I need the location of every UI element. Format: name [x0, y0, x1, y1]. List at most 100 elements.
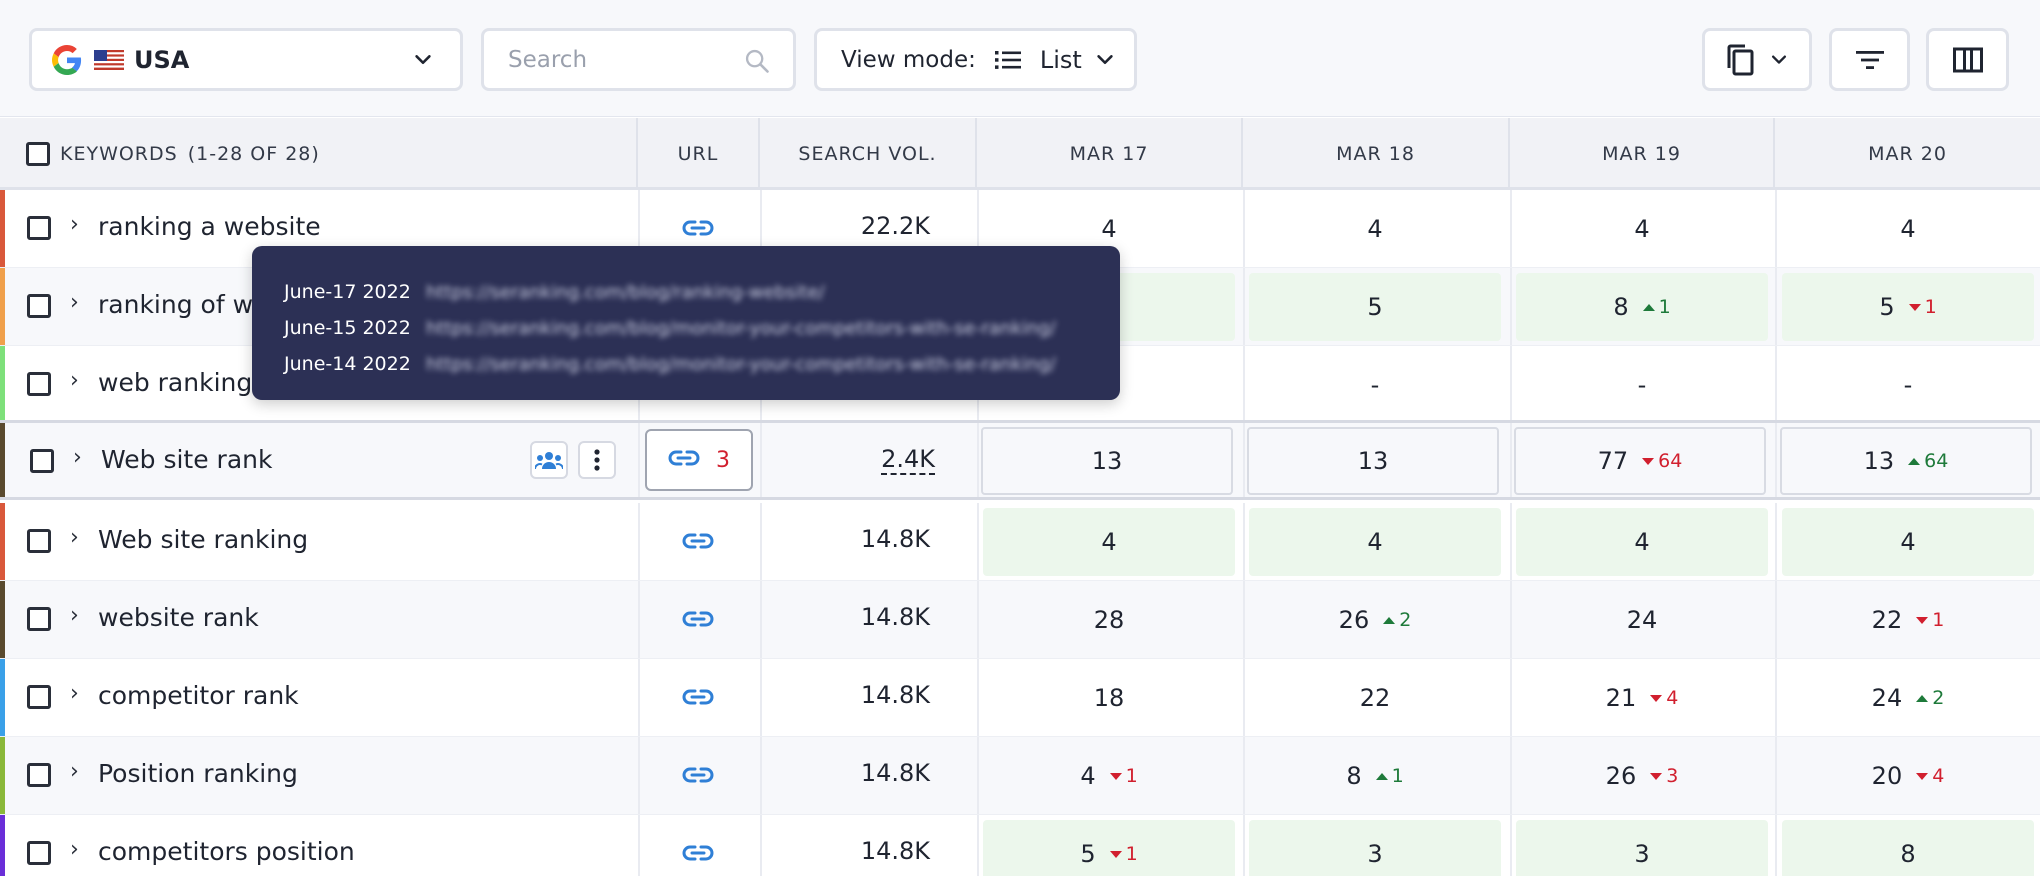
row-checkbox[interactable] [30, 449, 54, 473]
column-divider [1510, 268, 1512, 345]
position-cell[interactable]: 28 [983, 586, 1235, 654]
position-cell[interactable]: - [1249, 351, 1501, 419]
keyword-text[interactable]: Position ranking [98, 759, 298, 788]
columns-button[interactable] [1926, 28, 2009, 91]
header-date[interactable]: MAR 18 [1243, 118, 1510, 190]
table-row[interactable]: › Web site rank 3 2.4K 13 13 77 64 13 64 [0, 420, 2040, 500]
view-mode-selector[interactable]: View mode: List [814, 28, 1137, 91]
position-cell[interactable]: 13 [981, 427, 1233, 495]
link-icon[interactable] [682, 843, 714, 867]
header-url[interactable]: URL [638, 118, 760, 190]
tooltip-url[interactable]: https://seranking.com/blog/ranking-websi… [426, 281, 825, 303]
copy-button[interactable] [1702, 28, 1812, 91]
expand-chevron-icon[interactable]: › [70, 212, 79, 237]
position-cell[interactable]: 4 [1249, 508, 1501, 576]
expand-chevron-icon[interactable]: › [70, 525, 79, 550]
row-checkbox[interactable] [27, 685, 51, 709]
more-options-button[interactable] [578, 441, 616, 479]
header-date[interactable]: MAR 19 [1510, 118, 1775, 190]
row-checkbox[interactable] [27, 763, 51, 787]
expand-chevron-icon[interactable]: › [70, 759, 79, 784]
row-checkbox[interactable] [27, 216, 51, 240]
row-checkbox[interactable] [27, 841, 51, 865]
position-cell[interactable]: 24 [1516, 586, 1768, 654]
position-cell[interactable]: 4 [1516, 195, 1768, 263]
position-cell[interactable]: - [1516, 351, 1768, 419]
arrow-down-icon [1650, 772, 1663, 780]
link-icon[interactable] [682, 531, 714, 555]
keyword-text[interactable]: Web site rank [101, 445, 273, 474]
expand-chevron-icon[interactable]: › [70, 603, 79, 628]
position-cell[interactable]: 21 4 [1516, 664, 1768, 732]
position-value: 21 [1605, 684, 1637, 712]
row-checkbox[interactable] [27, 529, 51, 553]
position-cell[interactable]: 26 2 [1249, 586, 1501, 654]
row-checkbox[interactable] [27, 294, 51, 318]
search-volume: 14.8K [860, 603, 930, 631]
position-cell[interactable]: 8 [1782, 820, 2034, 876]
row-checkbox[interactable] [27, 607, 51, 631]
position-cell[interactable]: 4 [1249, 195, 1501, 263]
keyword-text[interactable]: Web site ranking [98, 525, 309, 554]
header-keywords[interactable]: KEYWORDS (1-28 OF 28) [0, 118, 638, 190]
position-cell[interactable]: 4 [983, 508, 1235, 576]
position-cell[interactable]: 5 [1249, 273, 1501, 341]
table-row[interactable]: › website rank 14.8K 28 26 2 24 22 1 [0, 581, 2040, 659]
expand-chevron-icon[interactable]: › [70, 837, 79, 862]
keyword-text[interactable]: competitors position [98, 837, 355, 866]
link-icon[interactable] [682, 609, 714, 633]
position-cell[interactable]: 4 [1782, 195, 2034, 263]
search-input[interactable] [508, 46, 738, 73]
position-cell[interactable]: 18 [983, 664, 1235, 732]
tooltip-url[interactable]: https://seranking.com/blog/monitor-your-… [426, 317, 1056, 339]
position-cell[interactable]: 20 4 [1782, 742, 2034, 810]
header-search-volume[interactable]: SEARCH VOL. [760, 118, 977, 190]
arrow-down-icon [1109, 772, 1122, 780]
competitors-button[interactable] [530, 441, 568, 479]
table-row[interactable]: › competitors position 14.8K 5 1 3 3 8 [0, 815, 2040, 876]
search-volume[interactable]: 2.4K [785, 445, 935, 475]
table-row[interactable]: › Web site ranking 14.8K 4 4 4 4 [0, 503, 2040, 581]
position-cell[interactable]: 4 [1516, 508, 1768, 576]
expand-chevron-icon[interactable]: › [70, 681, 79, 706]
expand-chevron-icon[interactable]: › [70, 290, 79, 315]
position-cell[interactable]: - [1782, 351, 2034, 419]
position-cell[interactable]: 4 [1782, 508, 2034, 576]
search-icon[interactable] [743, 47, 771, 75]
row-checkbox[interactable] [27, 372, 51, 396]
position-cell[interactable]: 13 [1247, 427, 1499, 495]
position-cell[interactable]: 3 [1249, 820, 1501, 876]
country-selector[interactable]: USA [29, 28, 463, 91]
header-date[interactable]: MAR 17 [977, 118, 1243, 190]
keyword-text[interactable]: competitor rank [98, 681, 299, 710]
position-cell[interactable]: 13 64 [1780, 427, 2032, 495]
position-cell[interactable]: 3 [1516, 820, 1768, 876]
position-cell[interactable]: 4 [983, 195, 1235, 263]
select-all-checkbox[interactable] [26, 142, 50, 166]
position-cell[interactable]: 24 2 [1782, 664, 2034, 732]
link-icon[interactable] [682, 218, 714, 242]
link-icon[interactable] [682, 687, 714, 711]
position-cell[interactable]: 77 64 [1514, 427, 1766, 495]
table-row[interactable]: › competitor rank 14.8K 18 22 21 4 24 2 [0, 659, 2040, 737]
expand-chevron-icon[interactable]: › [70, 368, 79, 393]
header-date[interactable]: MAR 20 [1868, 143, 1947, 165]
position-cell[interactable]: 22 [1249, 664, 1501, 732]
table-row[interactable]: › Position ranking 14.8K 4 1 8 1 26 3 20 4 [0, 737, 2040, 815]
position-cell[interactable]: 22 1 [1782, 586, 2034, 654]
position-change-value: 1 [1125, 843, 1138, 865]
url-button[interactable]: 3 [645, 429, 753, 491]
position-cell[interactable]: 26 3 [1516, 742, 1768, 810]
link-icon[interactable] [682, 765, 714, 789]
position-change-value: 64 [1924, 450, 1949, 472]
keyword-text[interactable]: website rank [98, 603, 259, 632]
tooltip-url[interactable]: https://seranking.com/blog/monitor-your-… [426, 353, 1056, 375]
keyword-text[interactable]: ranking a website [98, 212, 321, 241]
expand-chevron-icon[interactable]: › [73, 445, 82, 470]
filter-button[interactable] [1829, 28, 1910, 91]
